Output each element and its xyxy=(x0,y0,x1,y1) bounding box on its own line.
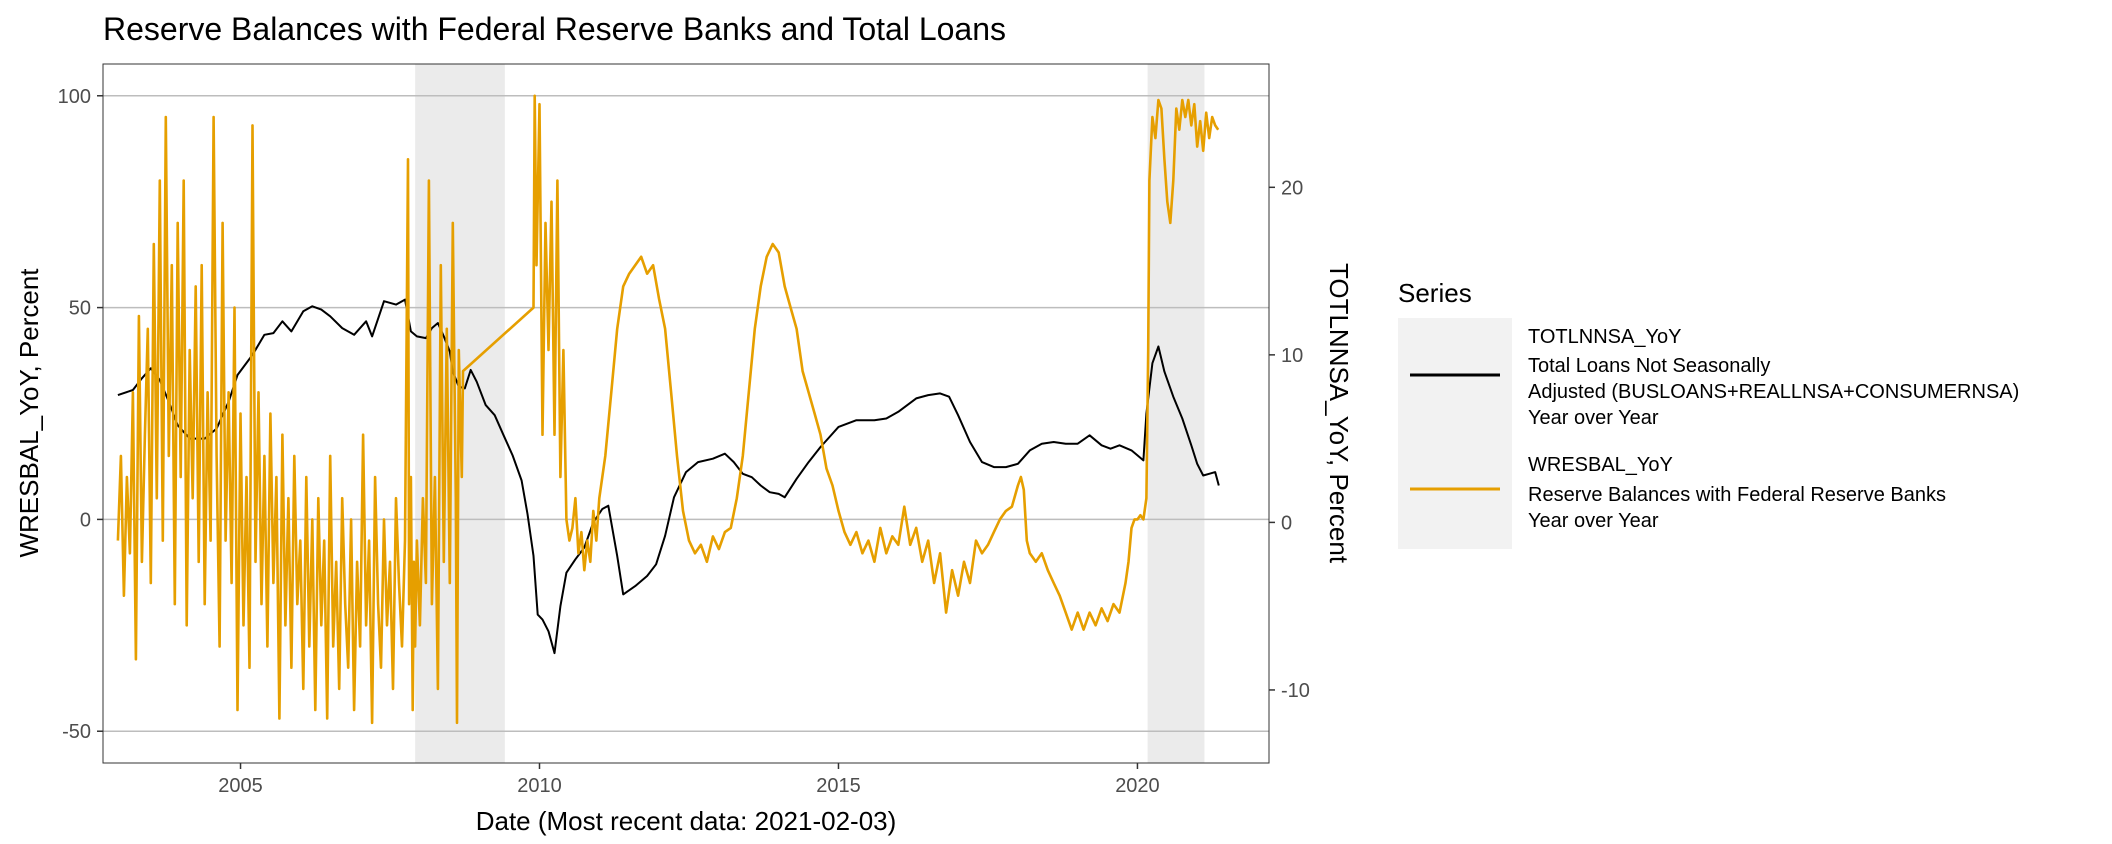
left-axis-title: WRESBAL_YoY, Percent xyxy=(14,268,44,558)
right-axis: -10 0 10 20 xyxy=(1269,177,1310,702)
legend: Series TOTLNNSA_YoY Total Loans Not Seas… xyxy=(1398,278,2019,549)
legend-line-totlnnsa-3: Year over Year xyxy=(1528,407,1659,429)
legend-code-totlnnsa: TOTLNNSA_YoY xyxy=(1528,326,1681,348)
series-line-wresbal_yoy xyxy=(116,94,1220,725)
x-axis-title: Date (Most recent data: 2021-02-03) xyxy=(476,806,897,836)
right-tick-label: 20 xyxy=(1281,177,1303,199)
series-layer xyxy=(116,94,1220,725)
legend-entry-totlnnsa: TOTLNNSA_YoY Total Loans Not Seasonally … xyxy=(1528,326,2019,429)
x-tick-label: 2015 xyxy=(816,775,861,797)
legend-line-wresbal-1: Reserve Balances with Federal Reserve Ba… xyxy=(1528,484,1946,506)
gridlines xyxy=(103,95,1269,732)
series-line-totlnnsa_yoy xyxy=(117,298,1220,655)
right-tick-label: 0 xyxy=(1281,512,1292,534)
x-axis: 2005 2010 2015 2020 xyxy=(218,763,1160,797)
x-tick-label: 2010 xyxy=(517,775,562,797)
x-tick-label: 2020 xyxy=(1115,775,1160,797)
left-tick-label: -50 xyxy=(62,721,91,743)
legend-code-wresbal: WRESBAL_YoY xyxy=(1528,454,1673,476)
x-tick-label: 2005 xyxy=(218,775,263,797)
right-axis-title: TOTLNNSA_YoY, Percent xyxy=(1324,263,1354,564)
legend-line-totlnnsa-1: Total Loans Not Seasonally xyxy=(1528,355,1770,377)
right-tick-label: -10 xyxy=(1281,680,1310,702)
recession-band-2 xyxy=(1147,64,1205,763)
left-axis: -50 0 50 100 xyxy=(58,86,103,743)
plot-border xyxy=(102,63,1270,764)
chart-title: Reserve Balances with Federal Reserve Ba… xyxy=(103,11,1006,47)
legend-line-wresbal-2: Year over Year xyxy=(1528,510,1659,532)
legend-entry-wresbal: WRESBAL_YoY Reserve Balances with Federa… xyxy=(1528,454,1946,532)
legend-keys-background xyxy=(1398,318,1512,549)
legend-line-totlnnsa-2: Adjusted (BUSLOANS+REALLNSA+CONSUMERNSA) xyxy=(1528,381,2019,403)
left-tick-label: 50 xyxy=(69,298,91,320)
left-tick-label: 100 xyxy=(58,86,91,108)
legend-title: Series xyxy=(1398,278,1472,308)
left-tick-label: 0 xyxy=(80,509,91,531)
right-tick-label: 10 xyxy=(1281,345,1303,367)
plot-panel xyxy=(103,64,1269,763)
